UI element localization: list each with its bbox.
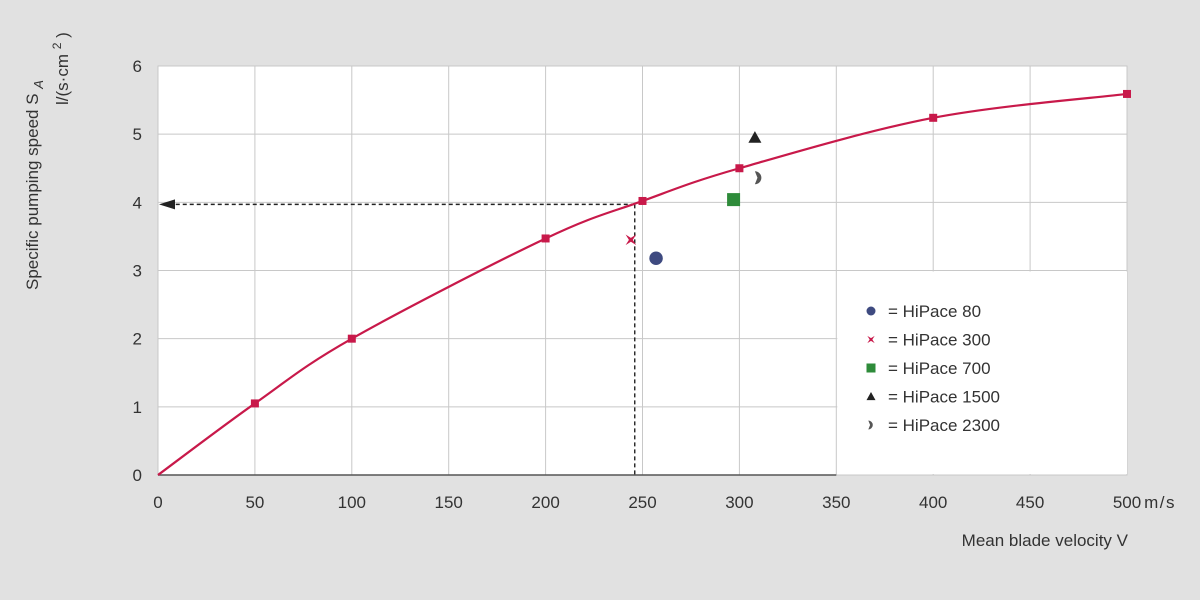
y-tick-label: 1 bbox=[133, 398, 142, 417]
curve-point bbox=[929, 113, 938, 122]
pump-markers bbox=[625, 131, 762, 265]
x-tick-label: 500 bbox=[1113, 493, 1141, 512]
legend-marker bbox=[868, 420, 873, 430]
legend-label: = HiPace 300 bbox=[888, 331, 991, 350]
marker-hipace-700 bbox=[727, 193, 741, 207]
marker-hipace-1500 bbox=[748, 131, 762, 143]
x-tick-label: 150 bbox=[435, 493, 463, 512]
speed-curve bbox=[157, 89, 1131, 476]
y-axis-label-text: Specific pumping speed S bbox=[23, 93, 42, 290]
y-tick-label: 6 bbox=[133, 57, 142, 76]
reference-arrowhead bbox=[159, 199, 175, 210]
y-tick-label: 0 bbox=[133, 466, 142, 485]
y-axis-label-subscript: A bbox=[31, 80, 46, 90]
marker-hipace-80 bbox=[649, 251, 663, 265]
y-tick-label: 5 bbox=[133, 125, 142, 144]
y-tick-label: 3 bbox=[133, 262, 142, 281]
curve-point bbox=[347, 334, 356, 343]
x-tick-label: 50 bbox=[245, 493, 264, 512]
curve-point bbox=[250, 399, 259, 408]
x-tick-label: 350 bbox=[822, 493, 850, 512]
legend-label: = HiPace 2300 bbox=[888, 416, 1000, 435]
y-tick-labels: 0 1 2 3 4 5 6 bbox=[133, 57, 142, 485]
x-tick-label: 100 bbox=[338, 493, 366, 512]
legend-label: = HiPace 80 bbox=[888, 302, 981, 321]
y-axis-label: Specific pumping speed S A bbox=[23, 80, 46, 290]
curve-point bbox=[541, 234, 550, 243]
x-axis-unit: m/s bbox=[1144, 493, 1176, 512]
x-tick-label: 0 bbox=[153, 493, 162, 512]
legend-label: = HiPace 1500 bbox=[888, 388, 1000, 407]
curve-point bbox=[1123, 89, 1131, 98]
legend-label: = HiPace 700 bbox=[888, 359, 991, 378]
x-tick-label: 300 bbox=[725, 493, 753, 512]
x-tick-label: 400 bbox=[919, 493, 947, 512]
x-axis-label: Mean blade velocity V bbox=[962, 531, 1129, 550]
legend-marker bbox=[866, 392, 876, 401]
curve-point bbox=[638, 196, 647, 205]
reference-lines bbox=[159, 199, 636, 475]
legend: = HiPace 80 = HiPace 300 = HiPace 700 = HiP… bbox=[837, 271, 1127, 474]
y-unit-prefix: l/(s·cm bbox=[53, 54, 72, 105]
y-tick-label: 4 bbox=[133, 193, 142, 212]
curve-point bbox=[735, 164, 744, 173]
legend-panel bbox=[837, 271, 1127, 474]
x-tick-label: 200 bbox=[531, 493, 559, 512]
y-unit-suffix: ) bbox=[53, 32, 72, 38]
legend-marker bbox=[866, 306, 876, 316]
x-tick-labels: 0 50 100 150 200 250 300 350 400 450 500 bbox=[153, 493, 1141, 512]
marker-hipace-2300 bbox=[754, 171, 762, 185]
legend-marker bbox=[866, 363, 876, 373]
y-axis-unit: l/(s·cm 2 ) bbox=[46, 32, 72, 105]
x-tick-label: 250 bbox=[628, 493, 656, 512]
x-tick-label: 450 bbox=[1016, 493, 1044, 512]
legend-marker bbox=[867, 335, 875, 344]
marker-hipace-300 bbox=[625, 234, 637, 246]
y-tick-label: 2 bbox=[133, 330, 142, 349]
y-unit-exponent: 2 bbox=[50, 42, 64, 49]
